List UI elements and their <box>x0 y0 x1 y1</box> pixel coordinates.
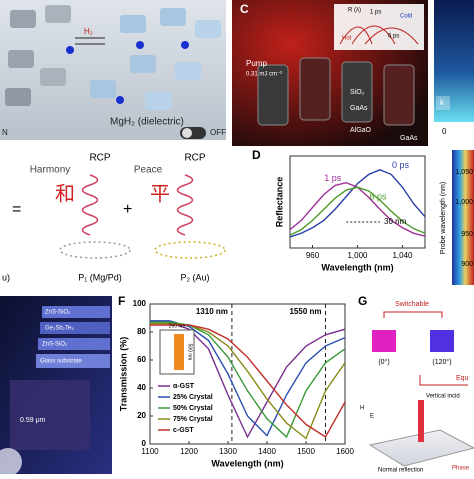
x-tick-label: 1100 <box>141 447 159 456</box>
char: 平 <box>150 183 170 205</box>
t1-label: 1 ps <box>370 10 381 16</box>
on-label: N <box>2 128 8 137</box>
hot-label: Hot <box>342 36 352 42</box>
y-tick-label: 100 <box>133 299 147 308</box>
cmap-tick: 1,000 <box>455 199 473 206</box>
e-label: E <box>370 414 374 420</box>
layer-label: ZnS-SiO₂ <box>45 310 71 316</box>
gaas-label: GaAs <box>350 105 368 112</box>
series-line <box>149 320 346 439</box>
fluence-label: 0.31 mJ cm⁻² <box>246 72 282 78</box>
x-tick-label: 1600 <box>336 447 354 456</box>
t6-label: 6 ps <box>388 34 399 40</box>
normal-label: Normal reflection <box>378 468 423 474</box>
ref-label: 1550 nm <box>289 307 321 316</box>
angle-label: (120°) <box>432 358 451 366</box>
char: 和 <box>55 182 75 205</box>
p0: u) <box>2 272 10 282</box>
gas-label: H₂ <box>84 27 93 36</box>
series-line <box>289 169 426 238</box>
cbar-zero: 0 <box>442 127 447 136</box>
layers <box>0 306 110 476</box>
algao-label: AlGaO <box>350 127 372 134</box>
equ-label: Equ <box>456 375 469 382</box>
legend-label: 50% Crystal <box>173 405 213 412</box>
legend-label: 75% Crystal <box>173 416 213 423</box>
y-tick-label: 20 <box>137 411 146 420</box>
x-tick-label: 1400 <box>258 447 276 456</box>
g-shapes <box>368 311 474 467</box>
plus: + <box>123 201 132 218</box>
layer-label: Glass substrate <box>40 359 82 365</box>
p2: P₂ (Au) <box>181 272 210 282</box>
pillars <box>257 4 424 126</box>
legend-label: c-GST <box>173 427 194 434</box>
cmap-tick: 1,050 <box>455 169 473 176</box>
y-tick-label: 60 <box>137 355 146 364</box>
x-axis-label: Wavelength (nm) <box>211 458 283 468</box>
y-tick-label: 0 <box>142 439 147 448</box>
k-label: k <box>440 98 445 107</box>
word: Harmony <box>30 165 71 176</box>
off-label: OFF <box>210 128 226 137</box>
x-tick-label: 960 <box>306 251 320 260</box>
colormap <box>452 150 474 285</box>
plot-frame <box>149 303 346 445</box>
x-tick-label: 1200 <box>180 447 198 456</box>
cmap-tick: 950 <box>461 231 473 238</box>
legend-label: 25% Crystal <box>173 394 213 401</box>
rcp: RCP <box>184 153 205 164</box>
cmap-title: Probe wavelength (nm) <box>440 182 447 254</box>
layer-label: Ge₂Sb₂Te₅ <box>45 326 74 332</box>
ref-label: 1310 nm <box>196 307 228 316</box>
state-label: MgH₂ (dielectric) <box>110 117 184 128</box>
rcp: RCP <box>89 153 110 164</box>
size-label: 0.59 μm <box>20 417 46 424</box>
panel-label: F <box>118 294 125 308</box>
layer-label: ZnS-SiO₂ <box>42 342 68 348</box>
vert-label: Vertical incid <box>426 394 460 400</box>
sio2-label: SiO₂ <box>350 89 365 96</box>
panel-label: G <box>358 294 367 308</box>
y-axis-label: Reflectance <box>274 177 284 228</box>
p1: P₁ (Mg/Pd) <box>78 272 122 282</box>
angle-label: (0°) <box>378 358 389 366</box>
inset-label: 500 nm <box>187 344 193 361</box>
colorbar <box>434 0 474 122</box>
y-tick-label: 40 <box>137 383 146 392</box>
x-axis-label: Wavelength (nm) <box>321 262 393 272</box>
inset-bar <box>174 334 184 370</box>
series-label: 6 ps <box>370 192 388 202</box>
h-label: H <box>360 406 364 412</box>
equals: = <box>12 201 21 218</box>
y-axis-label: Transmission (%) <box>118 337 128 412</box>
r-label: R (λ) <box>348 8 361 14</box>
panel-label: C <box>240 2 249 16</box>
cold-label: Cold <box>400 14 412 20</box>
series-label: 0 ps <box>392 160 410 170</box>
gaas-sub-label: GaAs <box>400 135 418 142</box>
y-tick-label: 80 <box>137 327 146 336</box>
x-tick-label: 1500 <box>297 447 315 456</box>
series-label: 1 ps <box>324 173 342 183</box>
cmap-tick: 900 <box>461 261 473 268</box>
word: Peace <box>134 165 163 176</box>
pump-label: Pump <box>246 59 267 68</box>
inset-label: 260 nm <box>169 323 186 329</box>
phase-label: Phase <box>452 466 470 472</box>
x-tick-label: 1,040 <box>392 251 413 260</box>
x-tick-label: 1,000 <box>347 251 368 260</box>
series-line <box>289 186 426 236</box>
legend-label: α-GST <box>173 383 195 390</box>
panel-label: D <box>252 148 261 162</box>
switch-label: Switchable <box>395 301 429 308</box>
annotation: 30 nm <box>384 217 407 226</box>
series-line <box>150 324 346 438</box>
blocks <box>5 5 221 139</box>
x-tick-label: 1300 <box>219 447 237 456</box>
helices <box>59 174 226 259</box>
